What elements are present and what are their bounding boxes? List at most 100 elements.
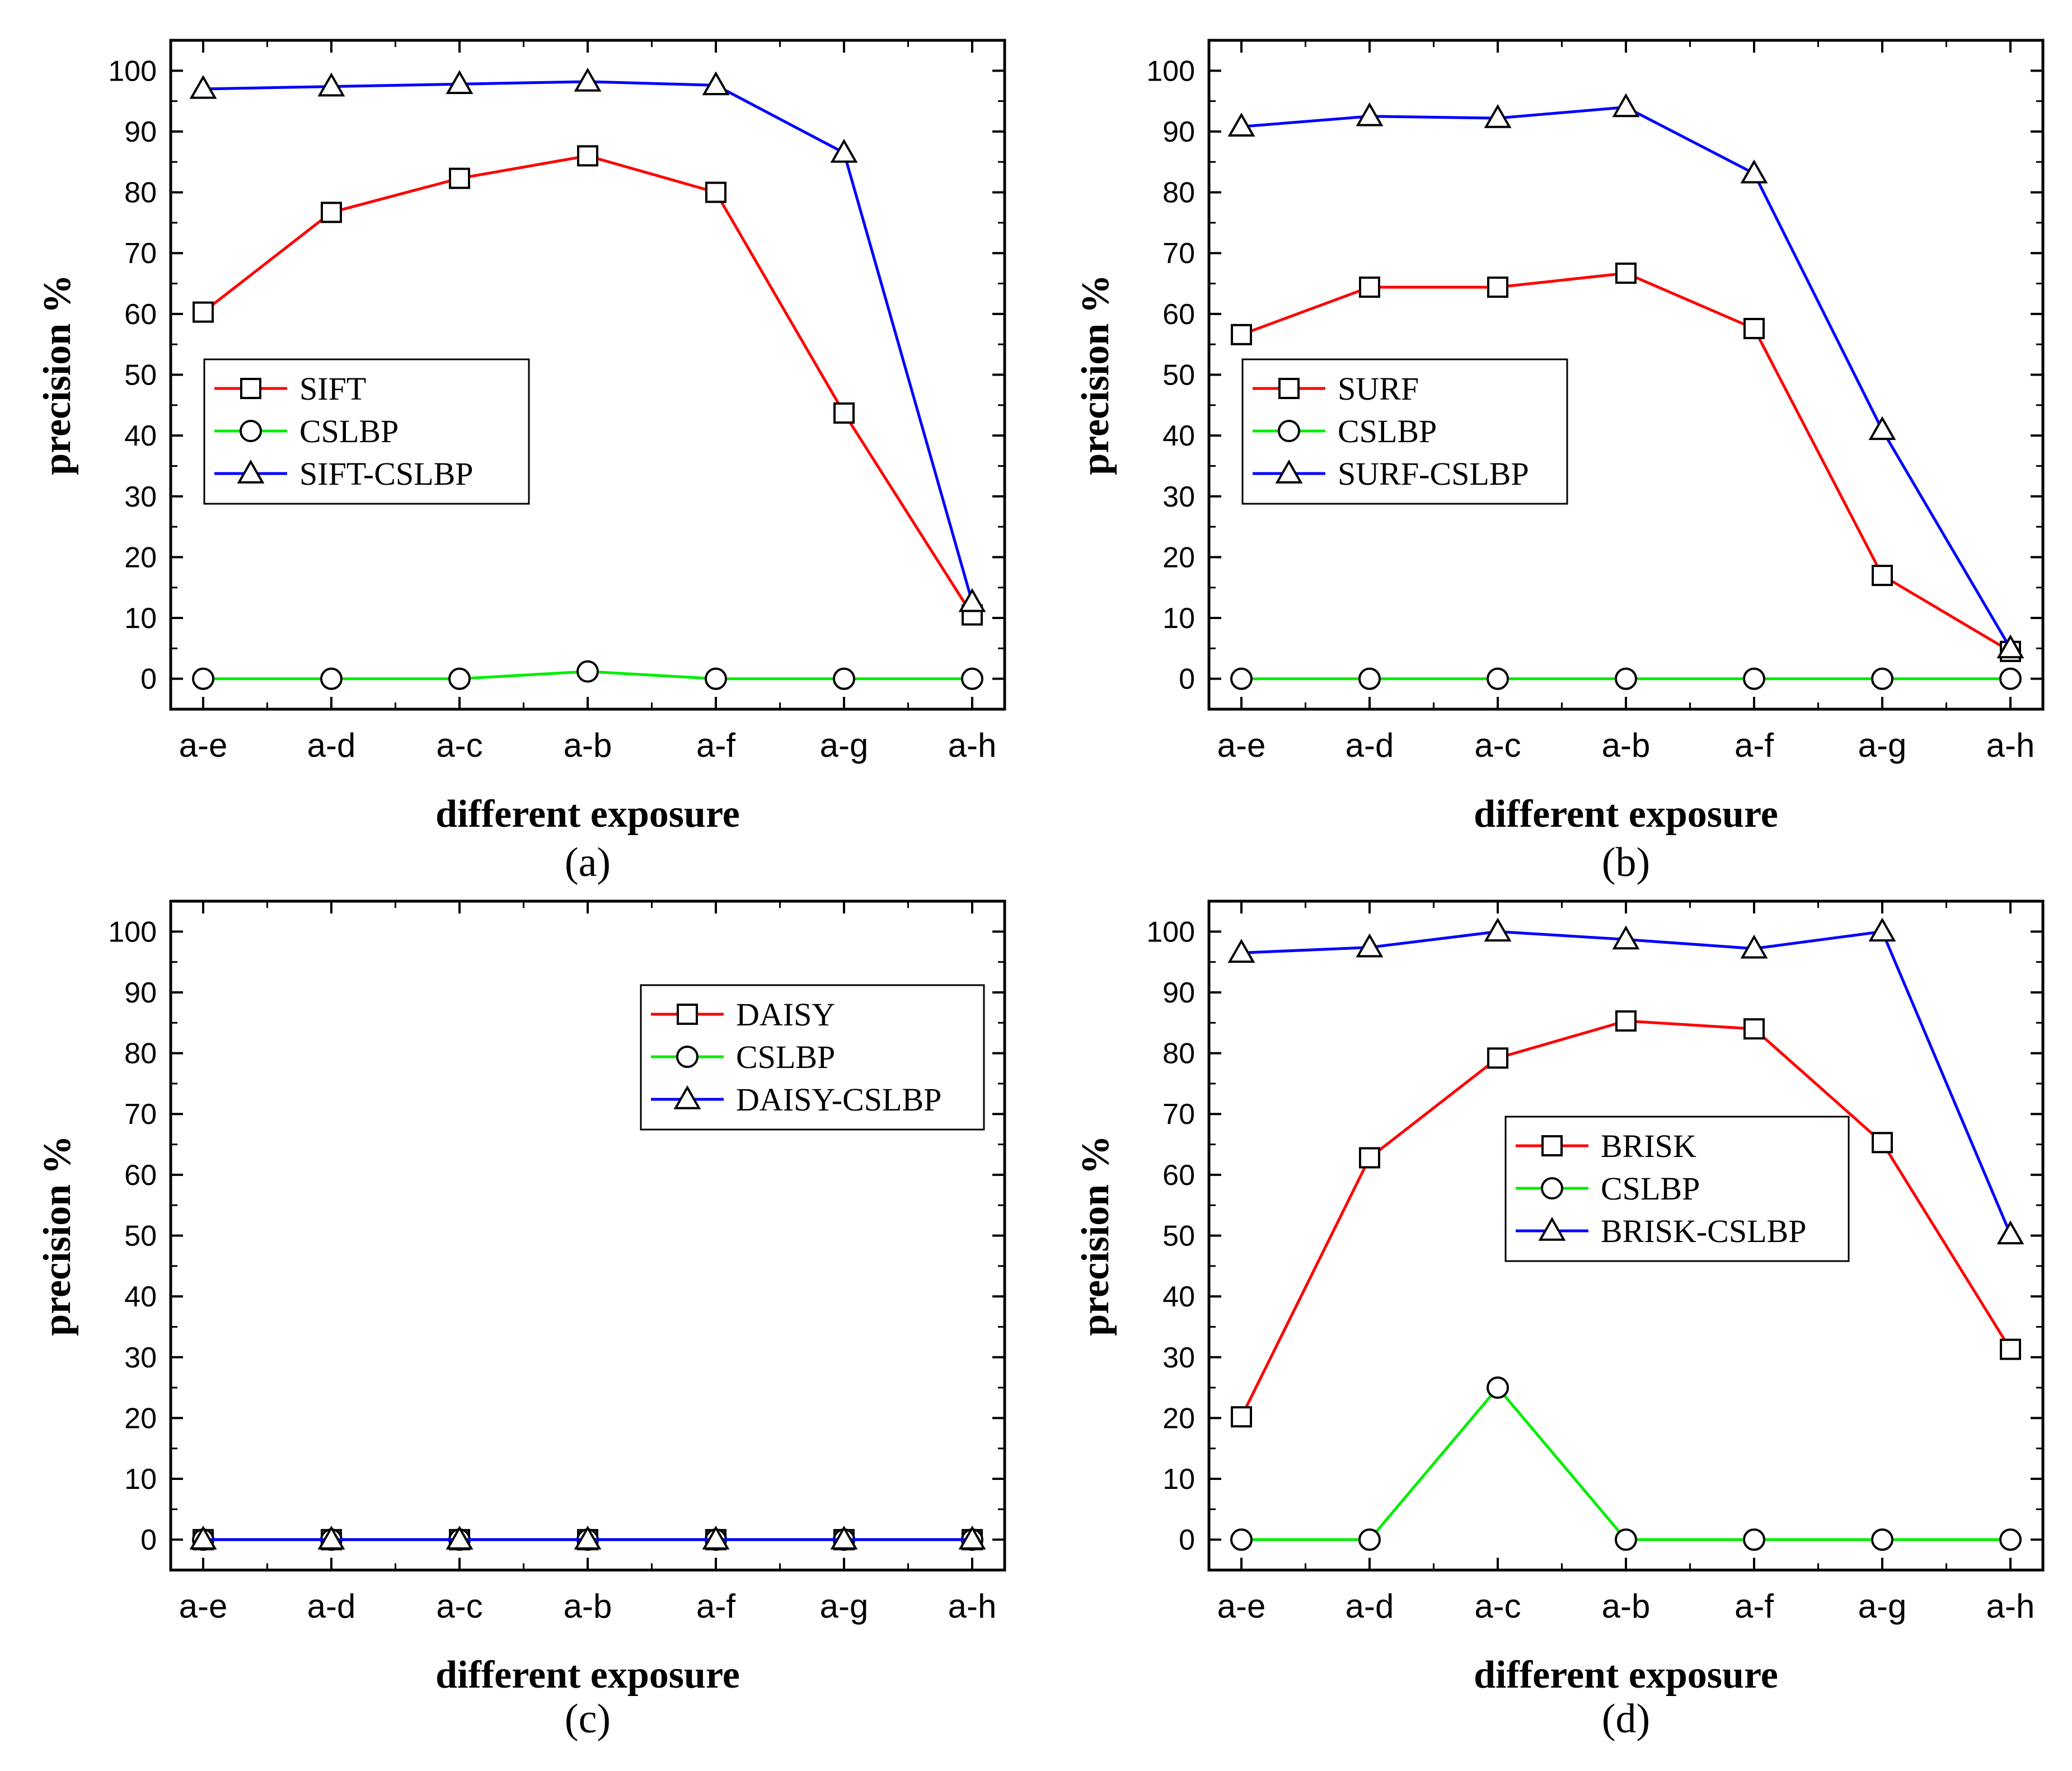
y-axis-label: precision % — [1074, 274, 1117, 475]
y-axis-label: precision % — [36, 274, 79, 475]
legend-label: SURF-CSLBP — [1338, 456, 1529, 492]
legend-marker — [677, 1004, 698, 1025]
y-tick-label: 20 — [124, 541, 157, 574]
series-cslbp — [1230, 1376, 2022, 1551]
data-point-marker — [1487, 667, 1509, 690]
series-sift-cslbp — [189, 67, 986, 612]
y-tick-label: 80 — [1162, 177, 1195, 209]
data-point-marker — [702, 1525, 730, 1550]
legend-label: DAISY-CSLBP — [736, 1081, 941, 1118]
y-tick-label: 10 — [1162, 1463, 1195, 1496]
data-point-marker — [1359, 277, 1380, 298]
y-tick-label: 40 — [1162, 1281, 1195, 1313]
data-point-marker — [1227, 939, 1255, 963]
y-tick-label: 10 — [124, 1463, 157, 1496]
x-tick-label: a-f — [1735, 1587, 1774, 1625]
data-point-marker — [1740, 934, 1768, 959]
y-tick-label: 40 — [124, 420, 157, 452]
chart-panel-d: 0 10 20 30 40 50 60 70 80 90 100 a-e a-d a-c a-b a-f a-g… — [1074, 899, 2045, 1742]
series-line — [1241, 1386, 2010, 1542]
x-tick-label: a-c — [436, 727, 482, 764]
data-point-marker — [1356, 102, 1384, 127]
data-point-marker — [830, 138, 858, 163]
legend-label: BRISK — [1601, 1128, 1696, 1164]
x-tick-label: a-h — [1986, 727, 2035, 764]
y-tick-label: 60 — [1162, 1159, 1195, 1192]
legend: BRISK CSLBP BRISK-CSLBP — [1504, 1116, 1850, 1262]
x-tick-label: a-h — [1986, 1587, 2035, 1625]
data-point-marker — [1999, 1528, 2022, 1551]
y-tick-label: 60 — [1162, 298, 1195, 331]
y-tick-label: 20 — [124, 1402, 157, 1435]
data-point-marker — [958, 1525, 986, 1550]
data-point-marker — [1999, 667, 2022, 690]
data-point-marker — [1615, 263, 1637, 284]
data-point-marker — [320, 667, 343, 690]
y-tick-label: 50 — [1162, 1220, 1195, 1253]
y-tick-label: 30 — [124, 481, 157, 513]
legend-marker — [1541, 1177, 1563, 1200]
x-axis-label: different exposure — [1474, 1653, 1778, 1697]
data-point-marker — [1230, 667, 1253, 690]
x-axis-label: different exposure — [1474, 793, 1778, 836]
data-point-marker — [1484, 104, 1512, 128]
legend-marker — [240, 378, 261, 399]
y-axis-label: precision % — [1074, 1135, 1117, 1336]
y-tick-label: 60 — [124, 298, 157, 331]
data-point-marker — [1612, 93, 1640, 118]
x-tick-label: a-f — [1735, 727, 1774, 764]
data-point-marker — [1231, 1406, 1252, 1428]
series-brisk — [1231, 1010, 2021, 1428]
data-point-marker — [189, 1525, 217, 1550]
data-point-marker — [1231, 324, 1252, 345]
legend: SIFT CSLBP SIFT-CSLBP — [203, 358, 530, 505]
y-tick-label: 80 — [1162, 1038, 1195, 1070]
y-tick-label: 70 — [1162, 1098, 1195, 1131]
data-point-marker — [1871, 1528, 1893, 1551]
data-point-marker — [1996, 1220, 2024, 1245]
data-point-marker — [1872, 565, 1893, 586]
data-point-marker — [702, 71, 730, 96]
data-point-marker — [1359, 1147, 1380, 1169]
data-point-marker — [577, 145, 598, 167]
y-tick-label: 100 — [1146, 916, 1195, 948]
x-tick-label: a-h — [948, 1587, 997, 1625]
chart-panel-a: 0 10 20 30 40 50 60 70 80 90 100 a-e a-d a-c a-b a-f a-g… — [36, 39, 1006, 886]
x-tick-label: a-d — [307, 727, 356, 764]
x-tick-label: a-g — [1858, 727, 1907, 764]
y-tick-label: 100 — [1146, 55, 1195, 87]
data-point-marker — [1868, 416, 1896, 441]
chart-panel-c: 0 10 20 30 40 50 60 70 80 90 100 a-e a-d a-c a-b a-f a-g… — [36, 899, 1006, 1742]
data-point-marker — [1743, 317, 1765, 339]
data-point-marker — [1740, 159, 1768, 184]
data-point-marker — [192, 667, 214, 690]
legend-marker — [1275, 459, 1303, 484]
legend-marker — [673, 1085, 701, 1109]
data-point-marker — [1743, 1528, 1765, 1551]
y-tick-label: 30 — [1162, 481, 1195, 513]
y-tick-label: 20 — [1162, 1402, 1195, 1435]
legend-marker — [240, 420, 262, 442]
panel-caption: (d) — [1602, 1696, 1650, 1742]
legend-label: SURF — [1338, 371, 1419, 407]
y-tick-label: 80 — [124, 177, 157, 209]
panel-caption: (b) — [1602, 840, 1650, 886]
y-tick-label: 0 — [1179, 663, 1195, 696]
series-daisy-cslbp — [189, 1525, 986, 1550]
x-tick-label: a-g — [820, 727, 869, 764]
x-tick-label: a-e — [1217, 727, 1266, 764]
legend-marker — [1278, 378, 1300, 399]
y-tick-label: 90 — [1162, 977, 1195, 1009]
y-tick-label: 40 — [1162, 420, 1195, 452]
y-tick-label: 50 — [1162, 359, 1195, 392]
legend-label: SIFT-CSLBP — [299, 456, 474, 492]
x-tick-label: a-d — [1346, 727, 1394, 764]
x-tick-label: a-d — [1346, 1587, 1394, 1625]
legend-label: CSLBP — [1338, 413, 1437, 449]
data-point-marker — [961, 667, 983, 690]
data-point-marker — [833, 667, 855, 690]
x-tick-label: a-h — [948, 727, 997, 764]
data-point-marker — [317, 72, 345, 97]
legend-label: CSLBP — [1601, 1170, 1700, 1207]
